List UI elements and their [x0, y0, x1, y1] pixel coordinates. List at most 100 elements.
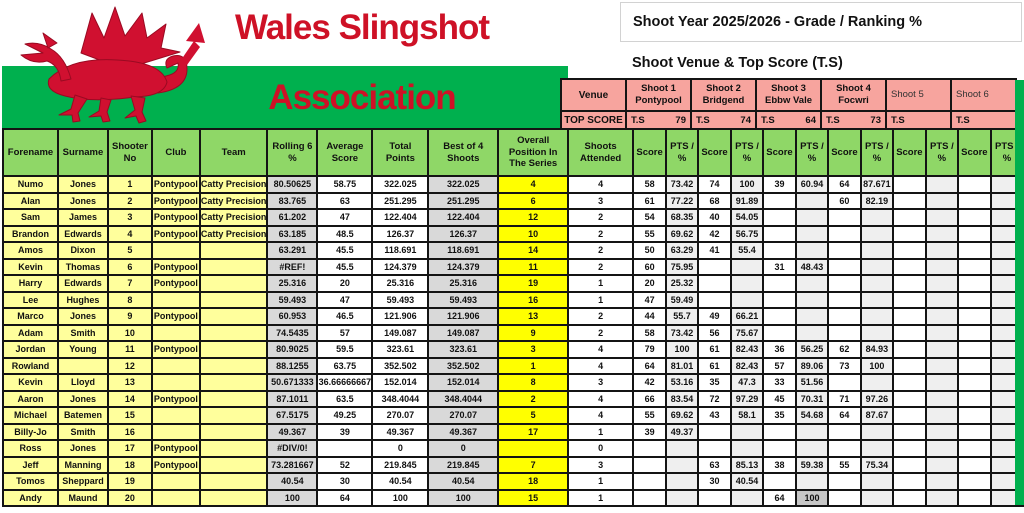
cell-attended[interactable]: 2: [567, 257, 635, 276]
cell-pos[interactable]: 2: [497, 389, 570, 408]
cell-total[interactable]: 251.295: [371, 191, 430, 210]
cell-best[interactable]: 122.404: [427, 208, 500, 227]
cell-s4[interactable]: [826, 241, 862, 260]
cell-p2[interactable]: [730, 274, 764, 293]
shoot6-top-score-cell[interactable]: T.S: [950, 110, 1017, 130]
cell-team[interactable]: [198, 373, 269, 392]
cell-no[interactable]: 9: [106, 307, 153, 326]
cell-club[interactable]: [150, 406, 201, 425]
cell-p2[interactable]: 75.67: [730, 323, 764, 342]
shoot2-top-score-cell[interactable]: T.S 74: [690, 110, 757, 130]
cell-s4[interactable]: [826, 439, 862, 458]
cell-s6[interactable]: [956, 290, 992, 309]
cell-club[interactable]: [150, 356, 201, 375]
cell-p4[interactable]: [859, 241, 894, 260]
cell-no[interactable]: 15: [106, 406, 153, 425]
cell-p1[interactable]: 75.95: [665, 257, 700, 276]
cell-no[interactable]: 3: [106, 208, 153, 227]
cell-attended[interactable]: 0: [567, 439, 635, 458]
cell-p5[interactable]: [924, 323, 959, 342]
cell-team[interactable]: [198, 406, 269, 425]
cell-avg[interactable]: 48.5: [316, 224, 374, 243]
cell-pos[interactable]: 17: [497, 422, 570, 441]
cell-p2[interactable]: [730, 439, 764, 458]
cell-best[interactable]: 118.691: [427, 241, 500, 260]
cell-avg[interactable]: 36.66666667: [316, 373, 374, 392]
cell-surname[interactable]: Edwards: [56, 224, 109, 243]
cell-forename[interactable]: Billy-Jo: [2, 422, 59, 441]
cell-s4[interactable]: [826, 422, 862, 441]
cell-team[interactable]: [198, 439, 269, 458]
cell-no[interactable]: 2: [106, 191, 153, 210]
cell-s3[interactable]: 33: [761, 373, 797, 392]
cell-team[interactable]: [198, 422, 269, 441]
cell-s6[interactable]: [956, 191, 992, 210]
cell-total[interactable]: 270.07: [371, 406, 430, 425]
cell-team[interactable]: [198, 488, 269, 507]
cell-avg[interactable]: 49.25: [316, 406, 374, 425]
cell-s6[interactable]: [956, 422, 992, 441]
cell-s5[interactable]: [891, 175, 927, 194]
cell-attended[interactable]: 3: [567, 191, 635, 210]
cell-s1[interactable]: 44: [632, 307, 668, 326]
cell-p2[interactable]: 91.89: [730, 191, 764, 210]
cell-p5[interactable]: [924, 241, 959, 260]
cell-p1[interactable]: 73.42: [665, 323, 700, 342]
cell-s2[interactable]: 72: [697, 389, 733, 408]
cell-s6[interactable]: [956, 340, 992, 359]
cell-team[interactable]: [198, 323, 269, 342]
cell-p3[interactable]: [794, 191, 829, 210]
cell-avg[interactable]: 47: [316, 208, 374, 227]
cell-p3[interactable]: 56.25: [794, 340, 829, 359]
cell-avg[interactable]: 39: [316, 422, 374, 441]
cell-pos[interactable]: [497, 439, 570, 458]
cell-p3[interactable]: [794, 241, 829, 260]
cell-no[interactable]: 11: [106, 340, 153, 359]
cell-p4[interactable]: 84.93: [859, 340, 894, 359]
cell-p3[interactable]: [794, 208, 829, 227]
cell-forename[interactable]: Jeff: [2, 455, 59, 474]
cell-attended[interactable]: 3: [567, 455, 635, 474]
cell-p1[interactable]: 59.49: [665, 290, 700, 309]
cell-p3[interactable]: [794, 422, 829, 441]
cell-s2[interactable]: 56: [697, 323, 733, 342]
cell-s1[interactable]: 55: [632, 406, 668, 425]
cell-surname[interactable]: Smith: [56, 422, 109, 441]
cell-p2[interactable]: 55.4: [730, 241, 764, 260]
cell-s6[interactable]: [956, 307, 992, 326]
cell-rolling[interactable]: 63.185: [266, 224, 319, 243]
cell-s4[interactable]: [826, 488, 862, 507]
cell-p4[interactable]: 75.34: [859, 455, 894, 474]
cell-p4[interactable]: 87.671: [859, 175, 894, 194]
cell-team[interactable]: [198, 307, 269, 326]
cell-p4[interactable]: 100: [859, 356, 894, 375]
cell-no[interactable]: 7: [106, 274, 153, 293]
cell-p4[interactable]: [859, 472, 894, 491]
cell-best[interactable]: 149.087: [427, 323, 500, 342]
shoot3-top-score-cell[interactable]: T.S 64: [755, 110, 822, 130]
cell-s1[interactable]: 20: [632, 274, 668, 293]
cell-no[interactable]: 6: [106, 257, 153, 276]
cell-avg[interactable]: 46.5: [316, 307, 374, 326]
cell-s2[interactable]: 68: [697, 191, 733, 210]
cell-rolling[interactable]: 61.202: [266, 208, 319, 227]
cell-pos[interactable]: 1: [497, 356, 570, 375]
cell-s3[interactable]: 36: [761, 340, 797, 359]
cell-p5[interactable]: [924, 406, 959, 425]
cell-p3[interactable]: 100: [794, 488, 829, 507]
cell-s5[interactable]: [891, 241, 927, 260]
cell-attended[interactable]: 2: [567, 323, 635, 342]
cell-p1[interactable]: 77.22: [665, 191, 700, 210]
cell-s5[interactable]: [891, 224, 927, 243]
cell-p1[interactable]: 53.16: [665, 373, 700, 392]
cell-p5[interactable]: [924, 356, 959, 375]
cell-p5[interactable]: [924, 191, 959, 210]
cell-s6[interactable]: [956, 472, 992, 491]
cell-s5[interactable]: [891, 373, 927, 392]
cell-s4[interactable]: [826, 257, 862, 276]
cell-total[interactable]: 352.502: [371, 356, 430, 375]
cell-s6[interactable]: [956, 439, 992, 458]
cell-p5[interactable]: [924, 422, 959, 441]
cell-s2[interactable]: 42: [697, 224, 733, 243]
cell-team[interactable]: [198, 241, 269, 260]
